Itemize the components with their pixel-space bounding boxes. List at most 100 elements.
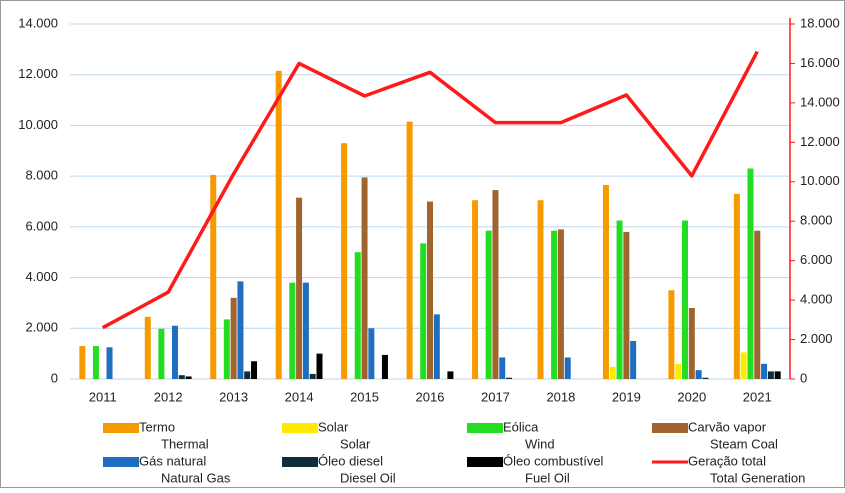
bar: [92, 346, 99, 379]
y2-tick-label: 8.000: [800, 213, 833, 228]
legend-swatch: [467, 457, 503, 467]
legend-label: Gás natural: [139, 453, 206, 468]
bar: [223, 319, 230, 379]
bar: [623, 231, 630, 379]
y-tick-label: 14.000: [18, 15, 58, 30]
y-tick-label: 12.000: [18, 66, 58, 81]
legend-label: Carvão vapor: [688, 419, 767, 434]
y2-tick-label: 6.000: [800, 252, 833, 267]
bar: [668, 290, 675, 379]
bar: [316, 353, 323, 379]
bar: [754, 230, 761, 379]
bar: [602, 185, 609, 379]
bar: [275, 70, 282, 380]
y2-tick-label: 2.000: [800, 331, 833, 346]
legend-swatch: [103, 423, 139, 433]
bar: [740, 352, 747, 379]
bar: [485, 230, 492, 379]
bar: [210, 174, 217, 379]
y2-tick-label: 12.000: [800, 134, 840, 149]
bar: [420, 243, 427, 379]
bar: [609, 366, 616, 379]
x-tick-label: 2021: [743, 389, 772, 404]
bar: [381, 354, 388, 379]
bar: [564, 357, 571, 379]
y2-tick-label: 14.000: [800, 94, 840, 109]
bar: [506, 377, 513, 379]
bar: [171, 325, 178, 379]
legend-swatch: [652, 423, 688, 433]
x-tick-label: 2019: [612, 389, 641, 404]
bar: [433, 314, 440, 379]
bar: [767, 371, 774, 379]
bar: [774, 371, 781, 379]
bar: [557, 229, 564, 379]
bar: [616, 220, 623, 379]
y-tick-label: 0: [51, 370, 58, 385]
bar: [551, 230, 558, 379]
legend-label: Geração total: [688, 453, 766, 468]
y-tick-label: 10.000: [18, 117, 58, 132]
bar: [447, 371, 454, 379]
bar: [289, 282, 296, 379]
bar: [747, 168, 754, 379]
legend-sublabel: Thermal: [161, 436, 209, 451]
bar: [472, 200, 479, 379]
bar: [406, 121, 413, 379]
x-tick-label: 2016: [416, 389, 445, 404]
legend-label: Termo: [139, 419, 175, 434]
legend-sublabel: Steam Coal: [710, 436, 778, 451]
legend-sublabel: Solar: [340, 436, 371, 451]
legend-label: Óleo diesel: [318, 453, 383, 468]
bar: [492, 190, 499, 379]
bar: [244, 371, 251, 379]
x-tick-label: 2014: [285, 389, 314, 404]
legend-sublabel: Natural Gas: [161, 470, 231, 485]
bar: [499, 357, 506, 379]
bar: [79, 346, 86, 379]
bar: [733, 193, 740, 379]
legend-sublabel: Total Generation: [710, 470, 805, 485]
legend-swatch: [282, 457, 318, 467]
legend-sublabel: Diesel Oil: [340, 470, 396, 485]
bar: [761, 363, 768, 379]
y-tick-label: 2.000: [25, 320, 58, 335]
x-tick-label: 2018: [546, 389, 575, 404]
bar: [341, 143, 348, 379]
y2-tick-label: 16.000: [800, 55, 840, 70]
x-tick-label: 2013: [219, 389, 248, 404]
x-tick-label: 2015: [350, 389, 379, 404]
legend-label: Solar: [318, 419, 349, 434]
y2-tick-label: 18.000: [800, 15, 840, 30]
y-tick-label: 6.000: [25, 218, 58, 233]
legend-sublabel: Fuel Oil: [525, 470, 570, 485]
bar: [695, 370, 702, 379]
bar: [630, 340, 637, 379]
bar: [682, 220, 689, 379]
legend-swatch: [282, 423, 318, 433]
bar: [185, 376, 192, 379]
x-tick-label: 2011: [89, 389, 117, 404]
bar: [251, 361, 258, 379]
y-tick-label: 8.000: [25, 168, 58, 183]
y2-tick-label: 4.000: [800, 292, 833, 307]
y2-tick-label: 0: [800, 370, 807, 385]
bar: [675, 363, 682, 379]
bar: [702, 377, 709, 379]
legend-swatch: [103, 457, 139, 467]
bar: [537, 200, 544, 379]
x-tick-label: 2012: [154, 389, 183, 404]
bar: [302, 282, 309, 379]
legend-label: Eólica: [503, 419, 539, 434]
x-tick-label: 2017: [481, 389, 510, 404]
bar: [354, 252, 361, 379]
bar: [144, 316, 151, 379]
bar: [361, 177, 368, 379]
y2-tick-label: 10.000: [800, 173, 840, 188]
bar: [158, 328, 165, 379]
bar: [106, 347, 113, 379]
legend-swatch: [467, 423, 503, 433]
bar: [427, 201, 433, 379]
legend-sublabel: Wind: [525, 436, 555, 451]
